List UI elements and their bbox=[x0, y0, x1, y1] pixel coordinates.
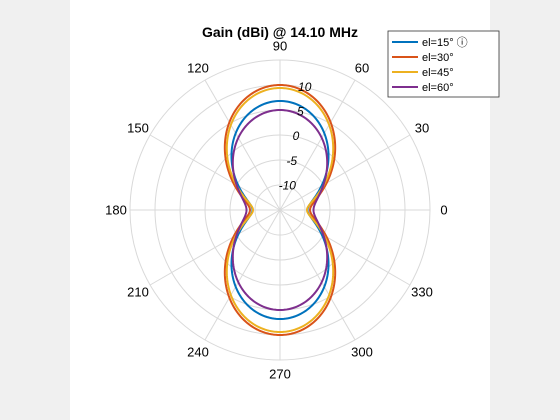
outer-boundary bbox=[129, 59, 431, 361]
theta-tick-label: 0 bbox=[440, 203, 447, 218]
polar-grid bbox=[129, 59, 431, 361]
theta-tick-label: 180 bbox=[105, 203, 127, 218]
theta-tick-label: 240 bbox=[187, 345, 209, 360]
legend-label-1: el=15° ⓘ bbox=[422, 36, 468, 49]
r-gridline bbox=[229, 159, 331, 261]
theta-tick-label: 120 bbox=[187, 61, 209, 76]
r-tick-label: -5 bbox=[286, 154, 297, 168]
theta-tick-label: 90 bbox=[273, 39, 287, 54]
r-tick-label: 10 bbox=[298, 80, 312, 94]
chart-title: Gain (dBi) @ 14.10 MHz bbox=[202, 24, 358, 40]
legend-label-4: el=60° bbox=[422, 82, 454, 94]
r-tick-label: 5 bbox=[297, 105, 304, 119]
series-line-2 bbox=[223, 84, 337, 336]
theta-tick-label: 60 bbox=[355, 61, 369, 76]
r-gridline bbox=[254, 184, 306, 236]
axis-labels: 0 30 60 90 120 150 180 210 240 270 300 330 -10 -5 0 5 10 bbox=[105, 39, 447, 382]
theta-tick-label: 270 bbox=[269, 367, 291, 382]
series-line-3 bbox=[225, 87, 335, 333]
r-gridline bbox=[204, 134, 356, 286]
theta-tick-label: 300 bbox=[351, 345, 373, 360]
legend-label-2: el=30° bbox=[422, 52, 454, 64]
series-line-4 bbox=[231, 109, 329, 311]
theta-tick-label: 150 bbox=[127, 121, 149, 136]
r-tick-label: -10 bbox=[279, 178, 297, 192]
r-tick-label: 0 bbox=[293, 129, 300, 143]
legend[interactable]: el=15° ⓘ el=30° el=45° el=60° bbox=[387, 30, 500, 98]
theta-tick-label: 210 bbox=[127, 285, 149, 300]
theta-tick-label: 330 bbox=[411, 285, 433, 300]
theta-tick-label: 30 bbox=[415, 121, 429, 136]
legend-label-3: el=45° bbox=[422, 67, 454, 79]
series-lines bbox=[223, 84, 337, 336]
